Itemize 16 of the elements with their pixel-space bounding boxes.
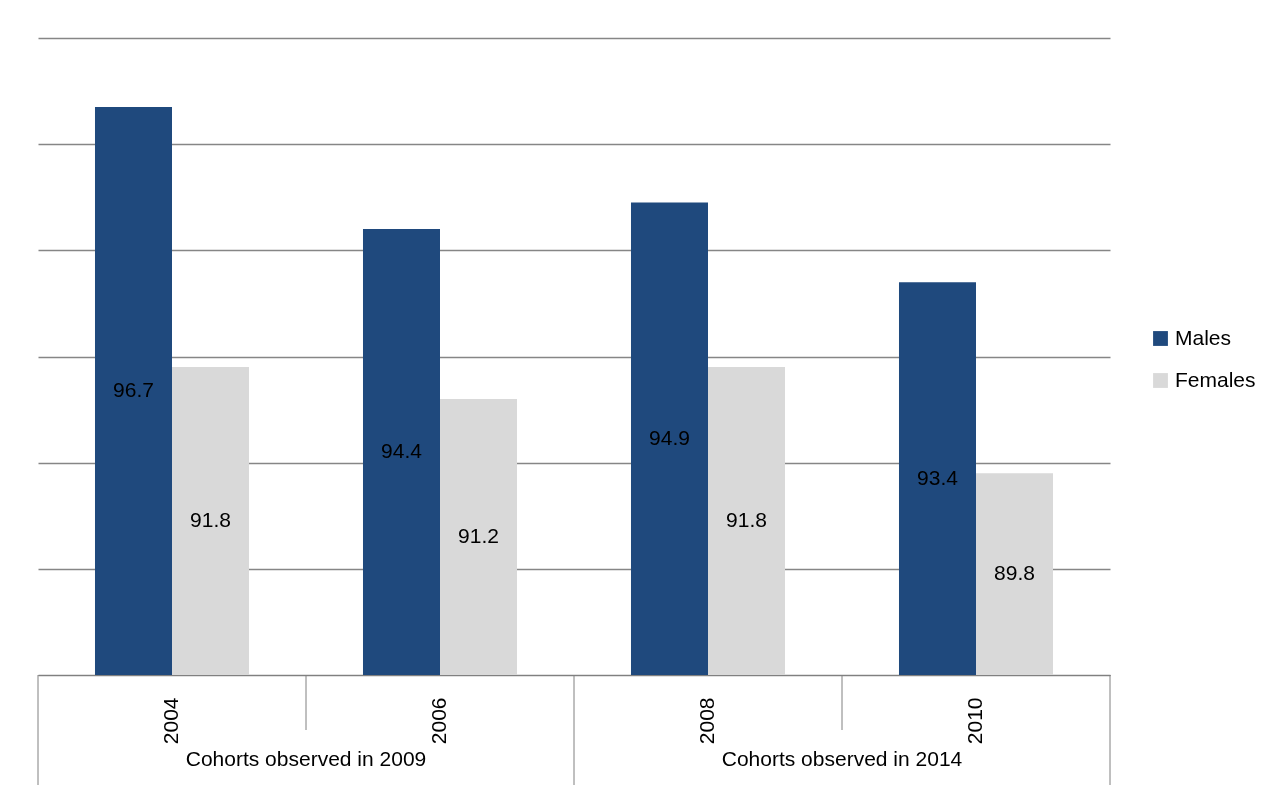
data-label: 94.4 bbox=[381, 439, 423, 463]
data-label: 91.8 bbox=[190, 508, 231, 532]
text: Cohorts observed in 2014 bbox=[721, 747, 963, 770]
legend-label: Males bbox=[1175, 325, 1232, 349]
data-label: 94.9 bbox=[649, 425, 690, 449]
text: Cohorts observed in 2009 bbox=[185, 747, 427, 770]
data-label: 91.8 bbox=[726, 508, 767, 532]
legend-label: Females bbox=[1175, 367, 1256, 391]
data-label: 91.2 bbox=[458, 523, 499, 547]
data-label: 96.7 bbox=[113, 378, 154, 401]
x-tick-label: 2010 bbox=[963, 697, 986, 745]
data-label: 93.4 bbox=[917, 465, 959, 489]
x-tick-label: 2008 bbox=[695, 697, 718, 745]
x-tick-label: 2006 bbox=[427, 697, 450, 745]
data-label: 89.8 bbox=[994, 561, 1035, 585]
x-tick-label: 2004 bbox=[159, 697, 182, 745]
